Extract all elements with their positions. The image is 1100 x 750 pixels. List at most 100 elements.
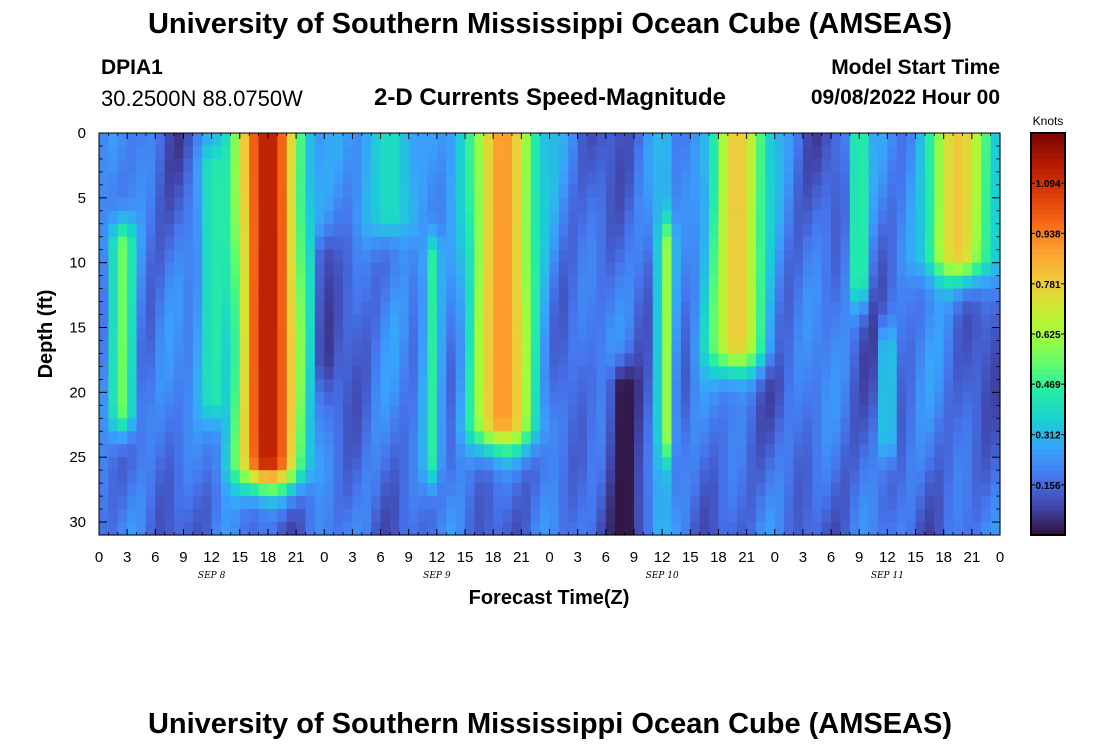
heatmap-cell <box>906 171 917 186</box>
heatmap-cell <box>793 236 804 251</box>
heatmap-cell <box>727 184 738 199</box>
heatmap-cell <box>286 379 297 393</box>
colorbar-segment <box>1031 374 1065 380</box>
heatmap-cell <box>493 223 504 238</box>
heatmap-cell <box>436 418 447 432</box>
heatmap-cell <box>540 184 551 199</box>
heatmap-cell <box>755 275 766 290</box>
heatmap-cell <box>990 275 1001 290</box>
heatmap-cell <box>314 171 325 186</box>
heatmap-cell <box>887 223 898 238</box>
heatmap-cell <box>502 392 513 406</box>
heatmap-cell <box>399 249 410 264</box>
heatmap-cell <box>718 275 729 290</box>
heatmap-cell <box>784 197 795 212</box>
heatmap-cell <box>183 522 194 536</box>
heatmap-cell <box>699 522 710 536</box>
heatmap-cell <box>267 210 278 225</box>
heatmap-cell <box>643 379 654 393</box>
colorbar-segment <box>1031 263 1065 270</box>
heatmap-cell <box>361 184 372 199</box>
heatmap-cell <box>267 262 278 277</box>
heatmap-cell <box>202 223 213 238</box>
heatmap-cell <box>953 158 964 173</box>
heatmap-cell <box>605 379 616 393</box>
heatmap-cell <box>324 392 335 406</box>
heatmap-cell <box>568 379 579 393</box>
heatmap-cell <box>802 158 813 173</box>
heatmap-cell <box>352 431 363 445</box>
heatmap-cell <box>671 301 682 316</box>
heatmap-cell <box>333 171 344 186</box>
heatmap-cell <box>671 249 682 264</box>
heatmap-cell <box>202 392 213 406</box>
heatmap-cell <box>784 496 795 510</box>
heatmap-cell <box>943 327 954 342</box>
heatmap-cell <box>267 171 278 186</box>
heatmap-cell <box>221 145 231 160</box>
heatmap-cell <box>709 470 720 484</box>
heatmap-cell <box>633 262 644 277</box>
heatmap-cell <box>671 483 682 497</box>
heatmap-cell <box>418 184 429 199</box>
heatmap-cell <box>399 197 410 212</box>
heatmap-cell <box>174 184 185 199</box>
heatmap-cell <box>408 236 419 251</box>
heatmap-cell <box>877 379 888 393</box>
heatmap-cell <box>887 509 898 523</box>
heatmap-cell <box>108 197 119 212</box>
heatmap-cell <box>699 133 710 147</box>
heatmap-cell <box>831 301 842 316</box>
heatmap-cell <box>465 340 476 355</box>
heatmap-cell <box>221 431 231 445</box>
colorbar-segment <box>1031 349 1065 355</box>
heatmap-cell <box>558 431 569 445</box>
heatmap-cell <box>990 327 1001 342</box>
heatmap-cell <box>155 249 166 264</box>
heatmap-cell <box>164 133 175 147</box>
colorbar-segment <box>1031 504 1065 511</box>
heatmap-cell <box>333 145 344 160</box>
heatmap-cell <box>174 314 185 329</box>
heatmap-cell <box>436 483 447 497</box>
heatmap-cell <box>896 288 907 303</box>
heatmap-cell <box>305 210 316 225</box>
heatmap-cell <box>699 288 710 303</box>
heatmap-cell <box>455 483 466 497</box>
heatmap-cell <box>793 197 804 212</box>
heatmap-cell <box>727 522 738 536</box>
heatmap-cell <box>502 366 513 380</box>
heatmap-cell <box>615 171 626 186</box>
colorbar-segment <box>1031 278 1065 285</box>
heatmap-cell <box>145 418 156 432</box>
heatmap-cell <box>446 236 457 251</box>
heatmap-cell <box>324 444 335 458</box>
heatmap-cell <box>549 496 560 510</box>
heatmap-cell <box>971 418 982 432</box>
heatmap-cell <box>690 275 701 290</box>
x-tick-label: 12 <box>879 549 896 566</box>
heatmap-cell <box>483 509 494 523</box>
heatmap-cell <box>145 379 156 393</box>
heatmap-cell <box>849 314 860 329</box>
heatmap-cell <box>924 405 935 419</box>
heatmap-cell <box>868 444 879 458</box>
heatmap-cell <box>221 236 231 251</box>
heatmap-cell <box>812 236 823 251</box>
heatmap-cell <box>540 275 551 290</box>
heatmap-cell <box>249 262 260 277</box>
heatmap-cell <box>239 496 250 510</box>
heatmap-cell <box>906 405 917 419</box>
colorbar-segment <box>1031 313 1065 320</box>
station-id: DPIA1 <box>101 56 163 79</box>
heatmap-cell <box>821 431 832 445</box>
heatmap-cell <box>859 496 870 510</box>
heatmap-cell <box>737 275 748 290</box>
heatmap-cell <box>418 314 429 329</box>
heatmap-cell <box>249 145 260 160</box>
heatmap-cell <box>746 171 757 186</box>
heatmap-cell <box>746 288 757 303</box>
heatmap-cell <box>558 236 569 251</box>
heatmap-cell <box>389 301 400 316</box>
heatmap-cell <box>962 275 973 290</box>
